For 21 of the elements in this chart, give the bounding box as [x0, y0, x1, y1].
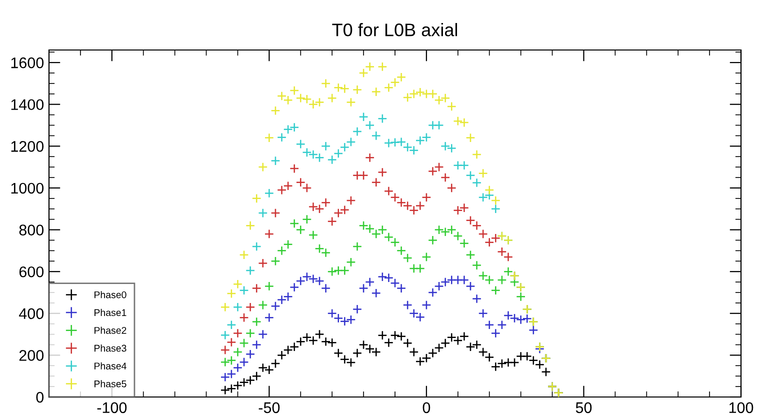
x-tick-label: 100: [729, 402, 754, 414]
legend-label: Phase1: [94, 308, 126, 316]
y-tick-label: 1600: [11, 57, 44, 68]
legend-label: Phase4: [94, 362, 126, 370]
legend-label: Phase2: [94, 326, 126, 334]
legend-label: Phase5: [94, 380, 126, 388]
y-tick-label: 1400: [11, 99, 44, 110]
y-tick-label: 1200: [11, 141, 44, 152]
y-tick-label: 1000: [11, 182, 44, 194]
legend-label: Phase0: [94, 291, 126, 298]
y-tick-label: 200: [19, 350, 44, 361]
y-tick-label: 400: [19, 308, 44, 320]
x-tick-label: -100: [97, 402, 127, 414]
y-tick-label: 800: [19, 224, 44, 236]
x-tick-label: -50: [258, 402, 280, 414]
chart-title: T0 for L0B axial: [332, 23, 458, 36]
legend-label: Phase3: [94, 344, 126, 352]
y-tick-label: 0: [36, 392, 44, 403]
y-tick-label: 600: [19, 266, 44, 278]
x-tick-label: 0: [422, 402, 430, 414]
x-tick-label: 50: [576, 402, 592, 414]
